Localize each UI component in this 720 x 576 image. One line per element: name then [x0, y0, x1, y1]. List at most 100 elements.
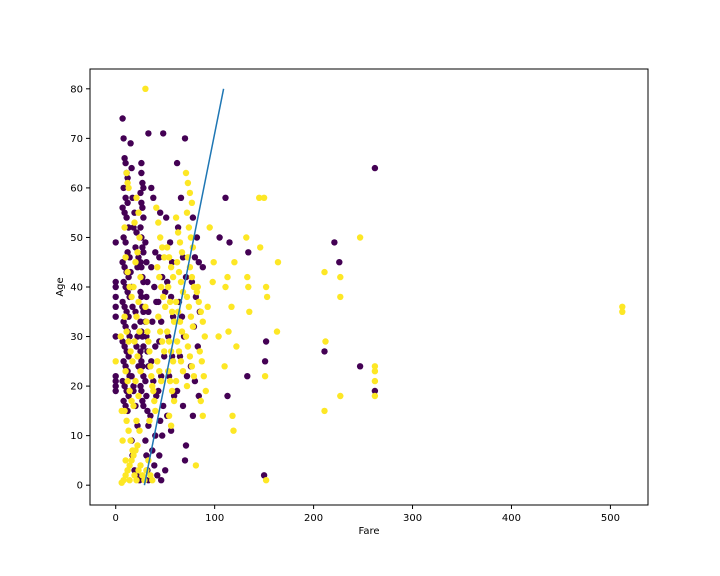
data-point-class-1 [126, 387, 133, 395]
data-point-class-1 [131, 472, 138, 479]
data-point-class-1 [221, 363, 228, 370]
data-point-class-0 [140, 373, 147, 380]
data-point-class-0 [150, 194, 157, 201]
data-point-class-1 [124, 268, 131, 276]
x-tick-label: 400 [502, 513, 521, 524]
data-point-class-1 [371, 363, 379, 370]
data-point-class-1 [121, 313, 128, 320]
data-point-class-1 [243, 234, 250, 241]
data-point-class-0 [170, 392, 178, 400]
data-point-class-0 [142, 239, 149, 246]
data-point-class-1 [133, 477, 140, 484]
data-point-class-1 [132, 447, 139, 454]
data-point-class-1 [197, 397, 204, 405]
data-point-class-1 [189, 323, 197, 330]
data-point-class-0 [134, 333, 141, 340]
data-point-class-0 [165, 373, 173, 380]
data-point-class-0 [245, 249, 252, 256]
y-tick-label: 0 [77, 481, 83, 492]
data-point-class-0 [162, 288, 169, 296]
data-point-class-1 [174, 229, 182, 236]
data-point-class-0 [191, 377, 199, 385]
data-point-class-1 [160, 293, 167, 301]
data-point-class-1 [168, 308, 176, 315]
data-point-class-0 [126, 333, 133, 340]
data-point-class-0 [143, 452, 150, 459]
data-point-class-1 [229, 412, 236, 419]
data-point-class-0 [120, 318, 127, 325]
data-point-class-0 [112, 333, 119, 340]
data-point-class-1 [245, 283, 252, 291]
data-point-class-1 [156, 273, 163, 281]
data-point-class-0 [124, 288, 131, 296]
data-point-class-1 [172, 298, 180, 306]
data-point-class-0 [137, 288, 144, 296]
data-point-class-1 [165, 338, 173, 345]
data-point-class-0 [139, 179, 146, 187]
data-point-class-0 [158, 318, 165, 325]
data-point-class-0 [155, 298, 162, 306]
data-point-class-0 [321, 348, 328, 355]
data-point-class-1 [184, 179, 192, 187]
data-point-class-0 [173, 387, 181, 395]
data-point-class-0 [194, 343, 201, 350]
data-point-class-0 [164, 278, 171, 286]
data-point-class-0 [138, 169, 145, 177]
data-point-class-1 [178, 328, 186, 335]
x-tick-label: 100 [205, 513, 224, 524]
data-point-class-1 [157, 328, 164, 335]
data-point-class-1 [122, 254, 129, 261]
data-point-class-1 [230, 427, 237, 434]
data-point-class-0 [158, 477, 165, 484]
points-layer [112, 85, 626, 486]
data-point-class-1 [126, 462, 133, 469]
data-point-class-1 [127, 437, 134, 444]
data-point-class-0 [122, 363, 129, 370]
data-point-class-1 [122, 457, 129, 464]
y-tick-label: 20 [70, 382, 83, 393]
data-point-class-1 [155, 313, 162, 320]
data-point-class-1 [210, 259, 217, 266]
data-point-class-0 [195, 259, 202, 266]
data-point-class-0 [133, 229, 140, 236]
data-point-class-1 [134, 353, 141, 360]
data-point-class-1 [183, 293, 191, 301]
data-point-class-0 [145, 130, 152, 137]
data-point-class-1 [337, 392, 344, 400]
data-point-class-0 [112, 239, 119, 246]
data-point-class-0 [138, 159, 145, 167]
data-point-class-0 [139, 244, 146, 251]
data-point-class-0 [125, 392, 132, 400]
data-point-class-1 [167, 264, 175, 271]
data-point-class-0 [159, 432, 166, 439]
data-point-class-0 [144, 407, 151, 415]
x-tick-label: 500 [601, 513, 620, 524]
data-point-class-0 [120, 234, 127, 241]
data-point-class-1 [185, 224, 193, 231]
data-point-class-1 [263, 293, 271, 301]
data-point-class-1 [121, 224, 128, 231]
data-point-class-1 [152, 407, 159, 415]
data-point-class-0 [119, 259, 126, 266]
data-point-class-1 [173, 259, 181, 266]
ticks-layer: 0 100 200 300 400 500 0 10 20 30 40 50 60 70 80 [70, 84, 620, 524]
data-point-class-0 [119, 115, 126, 122]
data-point-class-0 [137, 382, 144, 390]
data-point-class-1 [131, 338, 138, 345]
data-point-class-0 [140, 184, 147, 192]
data-point-class-1 [177, 358, 185, 365]
data-point-class-1 [122, 368, 129, 375]
data-point-class-1 [182, 169, 190, 177]
data-point-class-0 [224, 392, 231, 400]
data-point-class-1 [199, 318, 206, 325]
data-point-class-1 [158, 283, 165, 291]
data-point-class-1 [371, 392, 379, 400]
data-point-class-1 [168, 387, 176, 395]
data-point-class-1 [190, 373, 198, 380]
data-point-class-1 [246, 308, 253, 315]
data-point-class-0 [112, 278, 119, 286]
data-point-class-0 [163, 214, 170, 221]
fit-line [143, 88, 225, 486]
data-point-class-1 [145, 338, 152, 345]
data-point-class-1 [209, 278, 216, 286]
